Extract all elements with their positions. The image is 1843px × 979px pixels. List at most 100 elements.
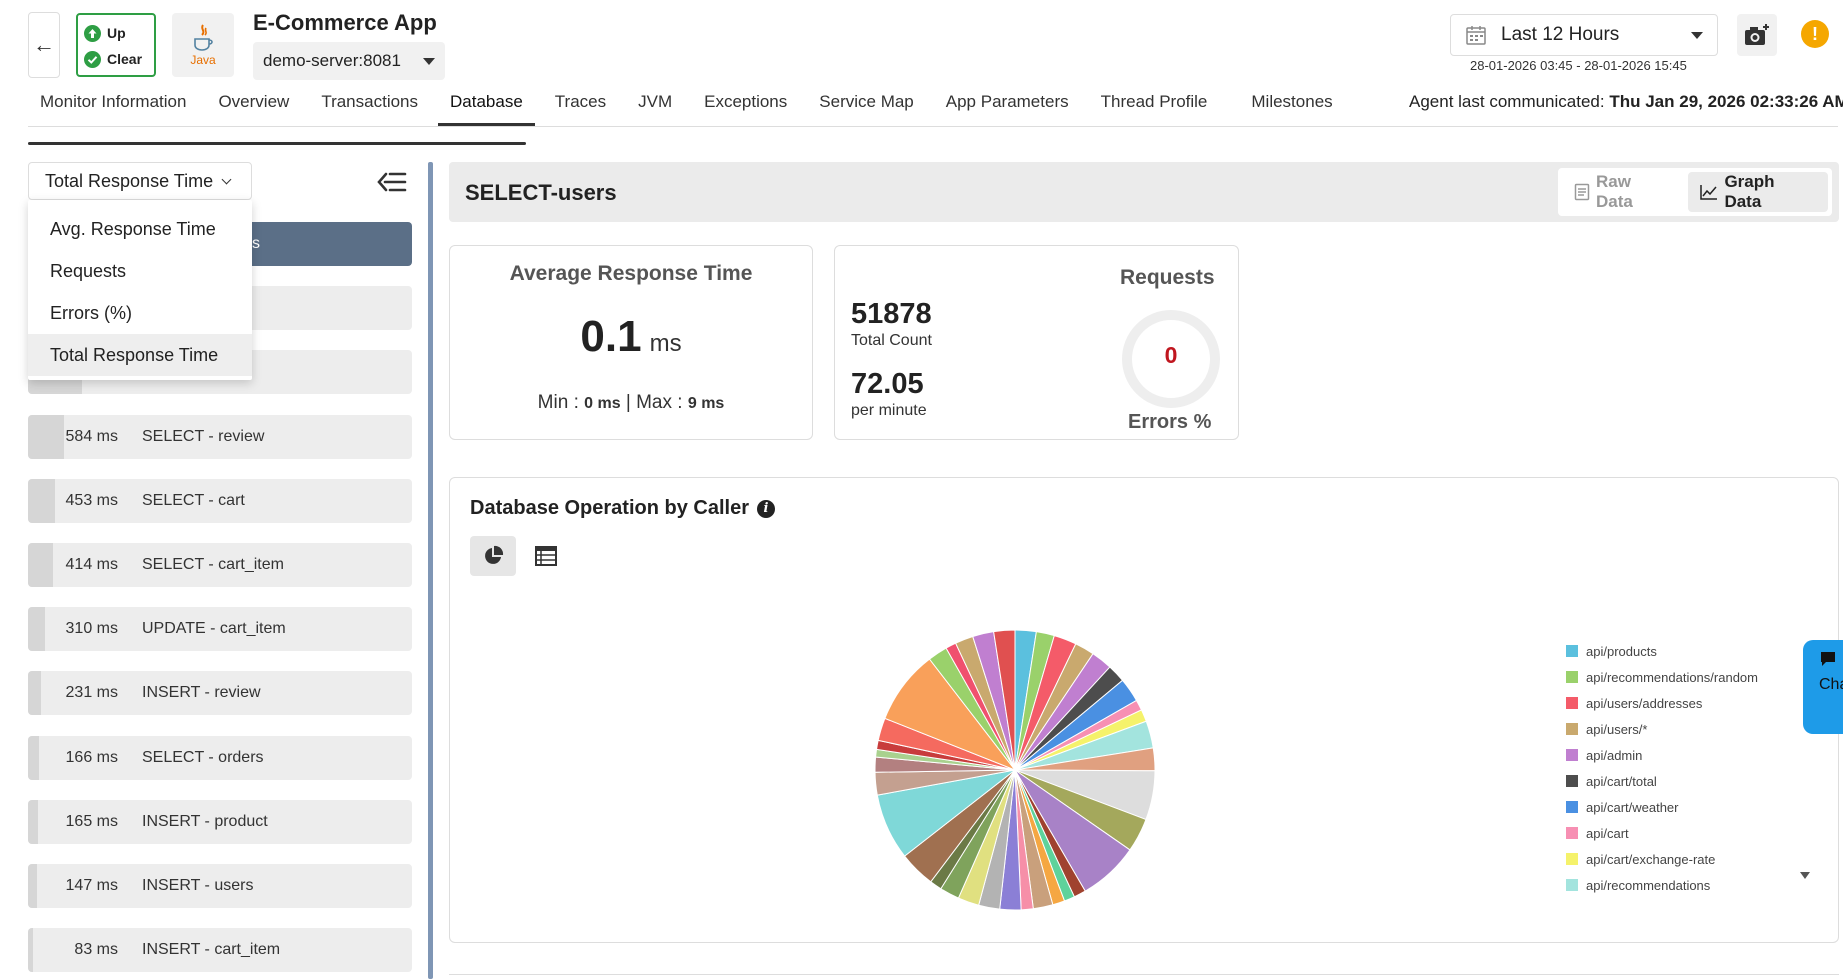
legend-scroll-down-icon[interactable]: [1800, 872, 1810, 879]
raw-data-button[interactable]: Raw Data: [1562, 172, 1684, 212]
operation-name: SELECT - orders: [142, 748, 264, 766]
metric-dropdown: Avg. Response Time Requests Errors (%) T…: [28, 200, 252, 380]
document-icon: [1574, 183, 1590, 201]
server-select[interactable]: demo-server:8081: [253, 42, 445, 80]
option-errors[interactable]: Errors (%): [50, 302, 132, 323]
pie-chart: [874, 629, 1156, 911]
panel-splitter[interactable]: [428, 162, 433, 979]
avg-response-card: [449, 245, 813, 440]
option-requests[interactable]: Requests: [50, 260, 127, 281]
operation-list-item[interactable]: 453 ms SELECT - cart: [28, 478, 412, 523]
legend-swatch: [1566, 645, 1578, 657]
option-total-response-time[interactable]: Total Response Time: [28, 334, 252, 376]
status-clear: Clear: [84, 46, 148, 72]
arrow-left-icon: ←: [33, 32, 55, 57]
legend-label: api/recommendations/random: [1586, 669, 1758, 685]
legend-item[interactable]: api/cart/total: [1566, 768, 1816, 794]
legend-swatch: [1566, 671, 1578, 683]
operation-list-item[interactable]: 310 ms UPDATE - cart_item: [28, 607, 412, 652]
tab-monitor-information[interactable]: Monitor Information: [40, 92, 187, 111]
time-period-select[interactable]: Last 12 Hours: [1450, 14, 1718, 56]
operation-name: SELECT - cart: [142, 491, 245, 509]
collapse-panel-button[interactable]: [376, 168, 408, 196]
operation-time: 83 ms: [74, 941, 118, 959]
operation-name: INSERT - users: [142, 877, 254, 894]
tab-bar: Monitor Information Overview Transaction…: [28, 86, 1353, 126]
legend-label: api/recommendations: [1586, 877, 1711, 893]
tab-thread-profile[interactable]: Thread Profile: [1100, 92, 1208, 111]
horizontal-scrollbar[interactable]: [28, 142, 526, 145]
calendar-icon: [1466, 26, 1486, 45]
line-chart-icon: [1700, 185, 1718, 200]
legend-item[interactable]: api/cart/exchange-rate: [1566, 846, 1816, 872]
operation-list-item[interactable]: 165 ms INSERT - product: [28, 799, 412, 844]
tab-divider: [28, 126, 1838, 127]
total-count-value: 51878: [851, 298, 932, 330]
operation-name: UPDATE - cart_item: [142, 620, 286, 638]
tab-exceptions[interactable]: Exceptions: [704, 92, 788, 111]
chevron-down-icon: [221, 174, 232, 184]
operation-name: INSERT - cart_item: [142, 941, 281, 959]
caret-down-icon: [423, 57, 435, 65]
operation-list-item[interactable]: 231 ms INSERT - review: [28, 671, 412, 716]
tab-milestones[interactable]: Milestones: [1251, 92, 1333, 111]
operation-list-item[interactable]: 414 ms SELECT - cart_item: [28, 543, 412, 587]
avg-response-minmax: Min : 0 ms | Max : 9 ms: [537, 392, 725, 413]
per-minute-label: per minute: [851, 402, 927, 419]
operation-by-caller-card: [449, 477, 1839, 943]
legend-item[interactable]: api/admin: [1566, 742, 1816, 768]
response-time-bar: [28, 607, 46, 652]
legend-label: api/cart/total: [1586, 773, 1657, 789]
table-view-button[interactable]: [523, 536, 569, 576]
agent-last-communicated: Agent last communicated: Thu Jan 29, 202…: [1409, 92, 1843, 111]
tab-jvm[interactable]: JVM: [638, 92, 673, 111]
avg-response-title: Average Response Time: [509, 262, 753, 285]
legend-item[interactable]: api/products: [1566, 638, 1816, 664]
operation-list-item[interactable]: 584 ms SELECT - review: [28, 414, 412, 459]
alert-icon[interactable]: !: [1801, 20, 1829, 48]
legend-item[interactable]: api/cart: [1566, 820, 1816, 846]
legend-item[interactable]: api/users/*: [1566, 716, 1816, 742]
operation-list-item[interactable]: 166 ms SELECT - orders: [28, 735, 412, 780]
response-time-bar: [28, 671, 42, 716]
monitor-status[interactable]: Up Clear: [76, 13, 156, 77]
operation-list-item[interactable]: 83 ms INSERT - cart_item: [28, 928, 412, 973]
legend-item[interactable]: api/users/addresses: [1566, 690, 1816, 716]
chat-widget[interactable]: Cha: [1803, 640, 1843, 734]
tab-service-map[interactable]: Service Map: [819, 92, 914, 111]
camera-plus-icon: [1745, 24, 1769, 45]
back-button[interactable]: ←: [28, 12, 60, 78]
option-avg-response-time[interactable]: Avg. Response Time: [50, 218, 216, 239]
operation-name: INSERT - review: [142, 684, 261, 702]
metric-select[interactable]: Total Response Time: [28, 162, 252, 200]
tab-overview[interactable]: Overview: [218, 92, 290, 111]
next-card-edge: [449, 974, 1839, 979]
operation-name: SELECT - review: [142, 427, 265, 445]
tab-traces[interactable]: Traces: [554, 92, 607, 111]
pie-chart-icon: [485, 545, 504, 564]
legend-item[interactable]: api/recommendations/random: [1566, 664, 1816, 690]
java-logo: Java: [172, 13, 234, 77]
java-icon: [194, 24, 213, 51]
legend-item[interactable]: api/cart/weather: [1566, 794, 1816, 820]
graph-data-button[interactable]: Graph Data: [1688, 172, 1828, 212]
pie-slice[interactable]: [993, 629, 1016, 771]
response-time-bar: [28, 864, 38, 908]
check-circle-icon: [84, 50, 101, 68]
view-toggle: Raw Data Graph Data: [1558, 168, 1832, 216]
info-icon[interactable]: i: [756, 499, 775, 518]
legend-swatch: [1566, 723, 1578, 735]
screenshot-button[interactable]: [1737, 14, 1777, 56]
operation-time: 147 ms: [65, 877, 118, 894]
status-up: Up: [84, 20, 148, 46]
chat-icon: [1821, 652, 1835, 666]
legend-swatch: [1566, 853, 1578, 865]
legend-item[interactable]: api/recommendations: [1566, 872, 1816, 898]
tab-database[interactable]: Database: [438, 86, 535, 126]
operation-list-item[interactable]: 147 ms INSERT - users: [28, 864, 412, 908]
pie-chart-view-button[interactable]: [470, 536, 516, 576]
tab-transactions[interactable]: Transactions: [321, 92, 418, 111]
operation-name: SELECT - cart_item: [142, 556, 284, 573]
legend-label: api/products: [1586, 643, 1657, 659]
tab-app-parameters[interactable]: App Parameters: [945, 92, 1069, 111]
